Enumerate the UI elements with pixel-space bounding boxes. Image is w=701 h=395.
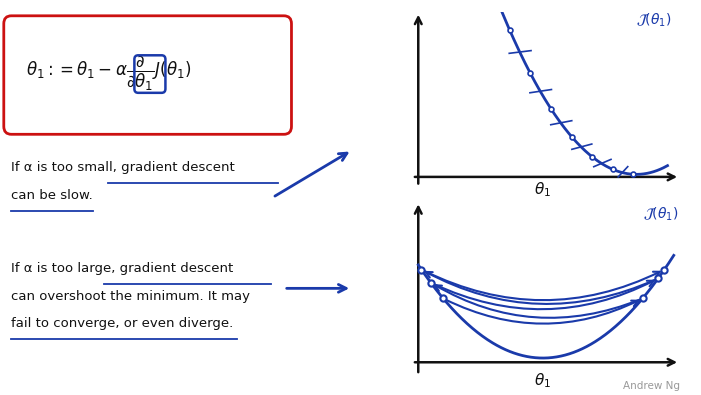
Text: Andrew Ng: Andrew Ng	[623, 381, 680, 391]
Text: If α is too small, gradient descent: If α is too small, gradient descent	[11, 162, 235, 174]
Text: can overshoot the minimum. It may: can overshoot the minimum. It may	[11, 290, 250, 303]
Text: fail to converge, or even diverge.: fail to converge, or even diverge.	[11, 318, 233, 330]
Text: If α is too large, gradient descent: If α is too large, gradient descent	[11, 262, 233, 275]
Text: $\mathcal{J}(\theta_1)$: $\mathcal{J}(\theta_1)$	[643, 205, 678, 223]
Text: $\theta_1$: $\theta_1$	[534, 372, 552, 390]
Text: $\theta_1$: $\theta_1$	[534, 181, 552, 199]
Text: can be slow.: can be slow.	[11, 189, 93, 202]
FancyBboxPatch shape	[4, 16, 292, 134]
Text: $\theta_1 := \theta_1 - \alpha\dfrac{\partial}{\partial\theta_1}J(\theta_1)$: $\theta_1 := \theta_1 - \alpha\dfrac{\pa…	[27, 53, 192, 93]
Text: $\mathcal{J}(\theta_1)$: $\mathcal{J}(\theta_1)$	[637, 11, 672, 29]
